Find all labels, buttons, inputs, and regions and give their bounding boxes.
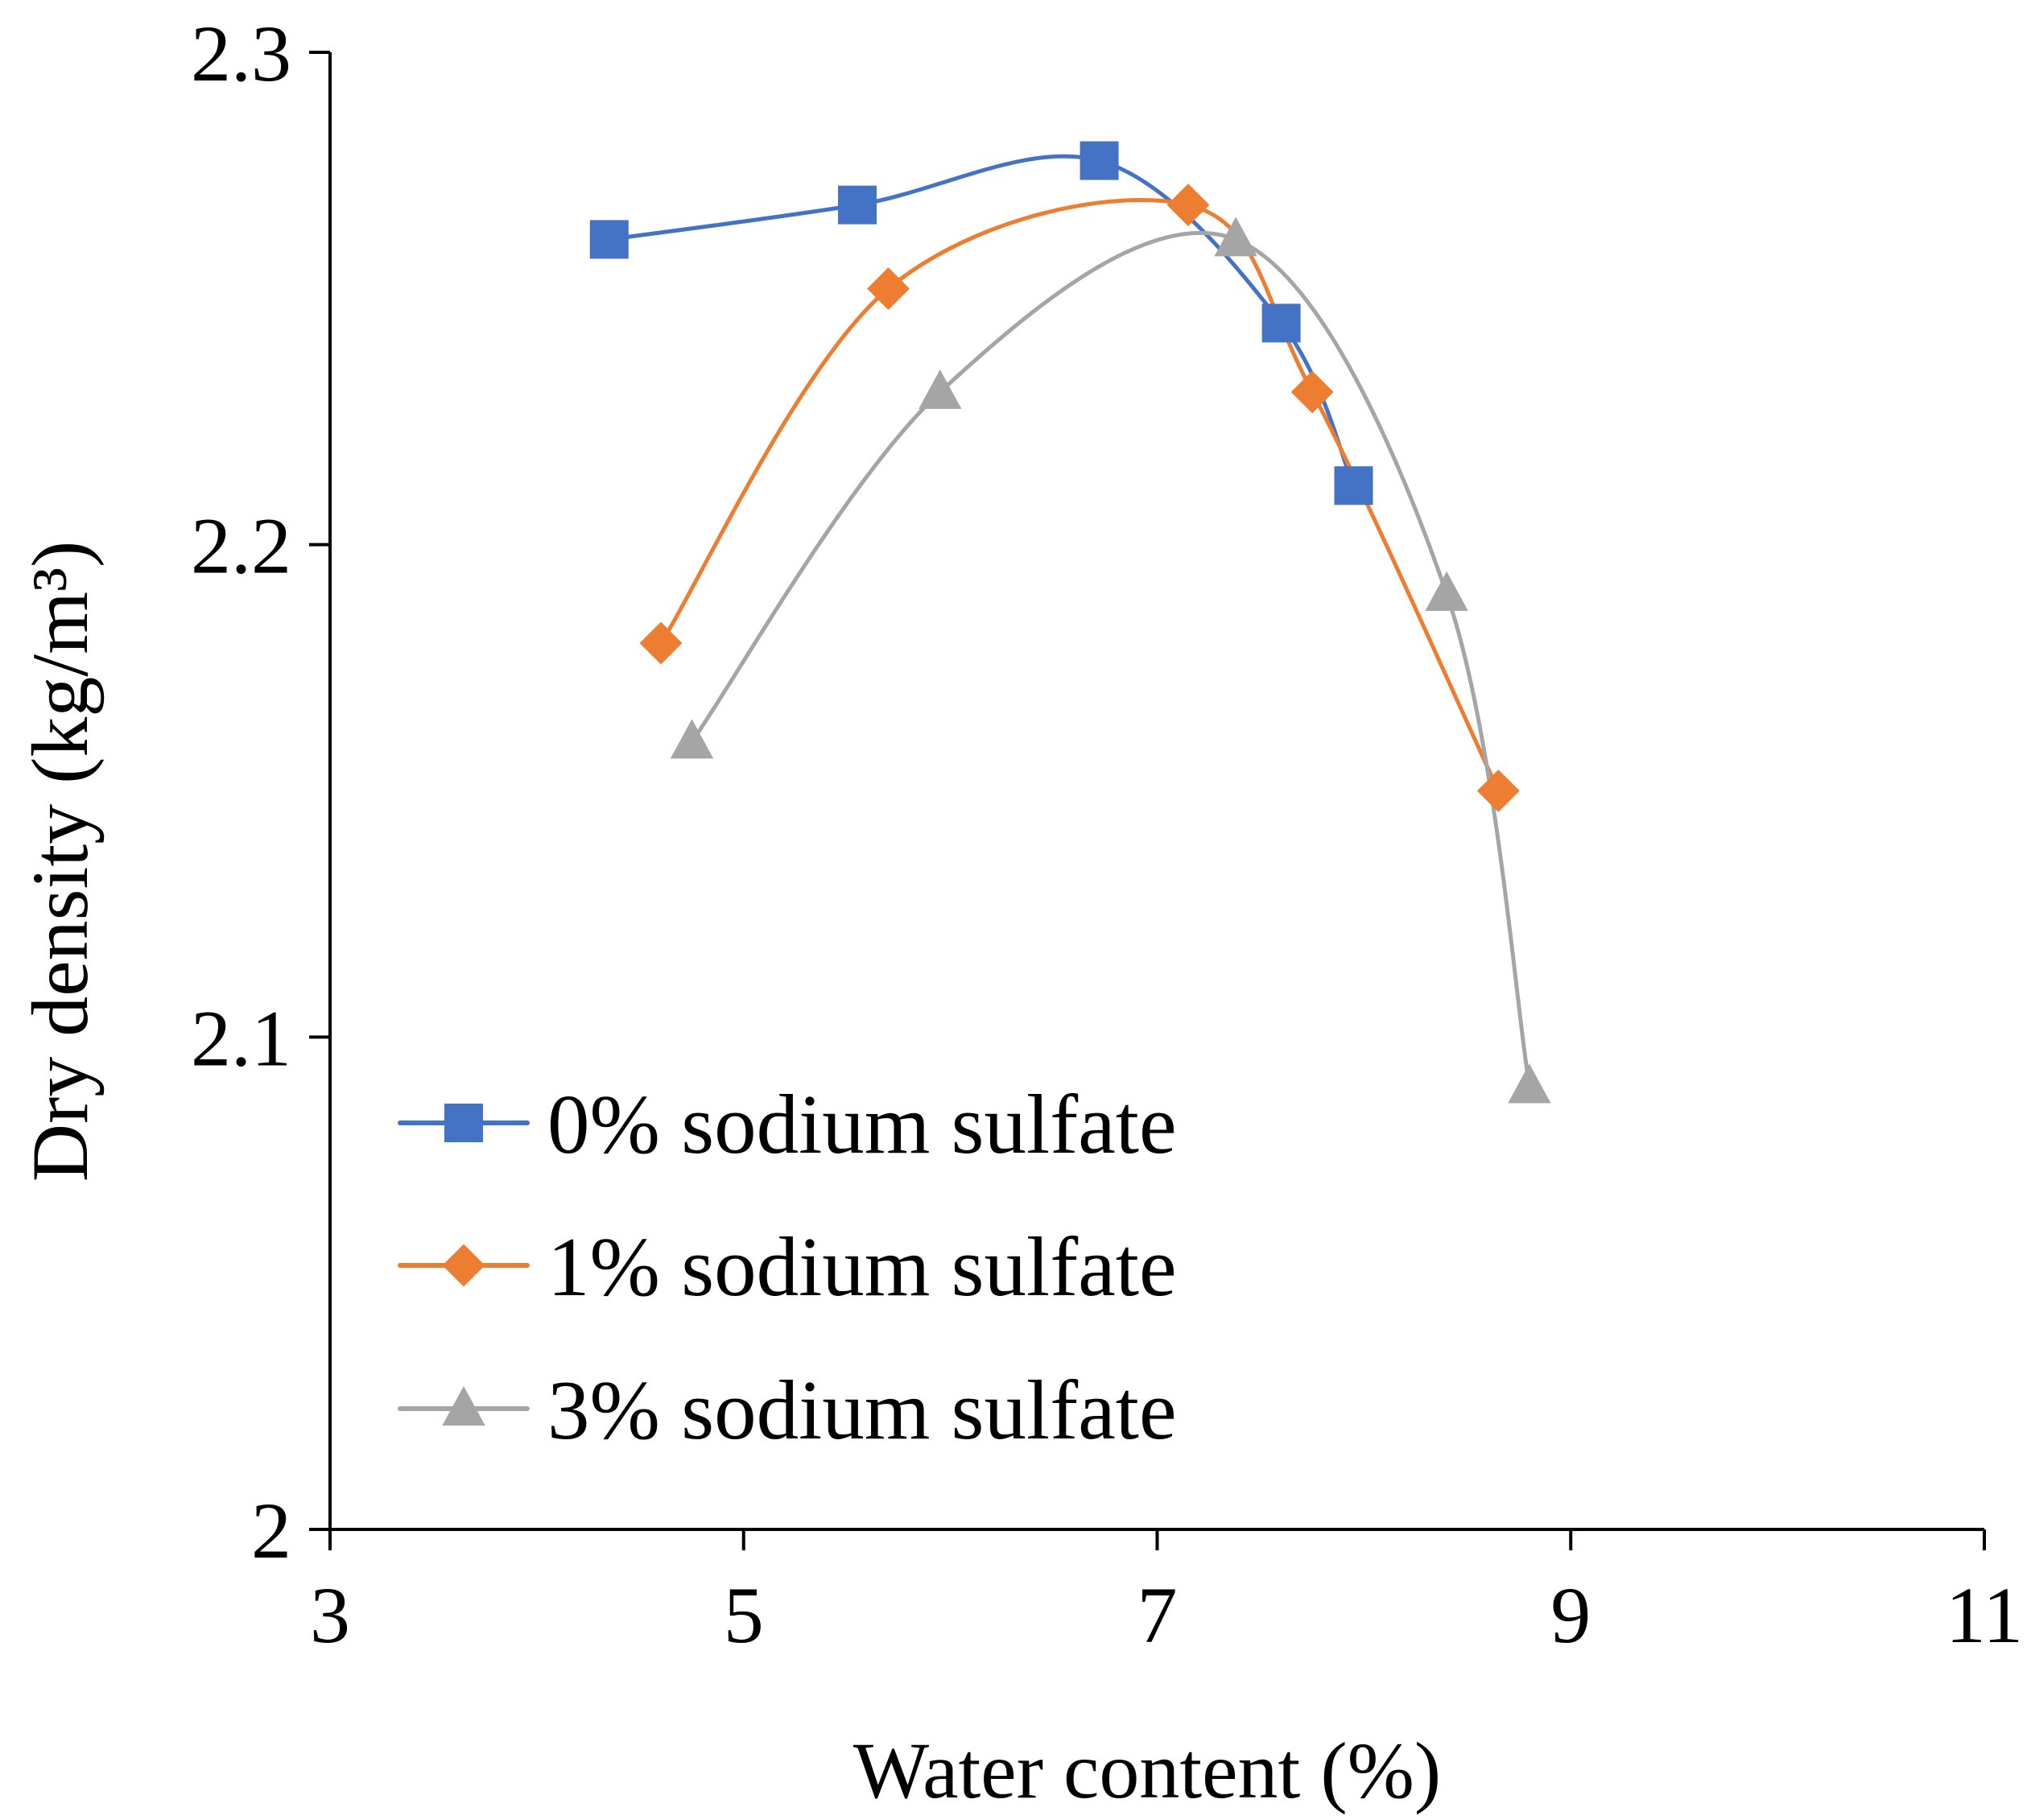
data-point <box>1214 217 1257 257</box>
y-axis-title: Dry density (kg/m³) <box>15 541 105 1182</box>
legend-marker-1 <box>442 1244 485 1287</box>
data-point <box>1290 370 1334 414</box>
x-tick-label: 7 <box>1137 1570 1178 1660</box>
data-point <box>918 369 962 410</box>
diamond-marker <box>639 621 683 665</box>
legend-label-0: 0% sodium sulfate <box>547 1077 1177 1171</box>
data-point <box>1079 141 1119 180</box>
legend-label-1: 1% sodium sulfate <box>547 1220 1177 1314</box>
series-markers <box>589 141 1551 1104</box>
legend-marker-2 <box>442 1385 485 1426</box>
triangle-marker <box>1508 1063 1551 1104</box>
y-tick-label: 2.1 <box>191 993 291 1083</box>
triangle-marker <box>1214 217 1257 257</box>
series-line-2 <box>690 230 1532 1087</box>
legend-item-0: 0% sodium sulfate <box>398 1077 1177 1171</box>
legend-item-1: 1% sodium sulfate <box>398 1220 1177 1314</box>
legend-diamond-icon <box>442 1244 485 1287</box>
data-point <box>1508 1063 1551 1104</box>
legend-item-2: 3% sodium sulfate <box>398 1363 1177 1457</box>
square-marker <box>1079 141 1119 180</box>
legend: 0% sodium sulfate 1% sodium sulfate 3% s… <box>398 1077 1177 1457</box>
square-marker <box>1334 466 1373 506</box>
diamond-marker <box>1290 370 1334 414</box>
x-tick-label: 11 <box>1946 1570 2023 1660</box>
tick-labels: 3 5 7 9 11 2 2.1 2.2 2.3 <box>191 9 2023 1660</box>
square-marker <box>838 185 877 225</box>
y-tick-label: 2 <box>251 1486 291 1575</box>
square-marker <box>1261 303 1301 343</box>
triangle-marker <box>918 369 962 410</box>
y-tick-label: 2.2 <box>191 501 291 591</box>
data-point <box>589 220 629 259</box>
data-point <box>1334 466 1373 506</box>
diamond-marker <box>1476 770 1520 812</box>
square-marker <box>589 220 629 259</box>
data-point <box>867 267 910 311</box>
data-point <box>639 621 683 665</box>
x-tick-label: 3 <box>310 1570 350 1660</box>
data-point <box>1261 303 1301 343</box>
data-point <box>1425 571 1468 611</box>
diamond-marker <box>867 267 910 311</box>
series-line-0 <box>609 154 1356 487</box>
legend-label-2: 3% sodium sulfate <box>547 1363 1177 1457</box>
axes <box>309 51 1986 1550</box>
legend-triangle-icon <box>442 1385 485 1426</box>
x-tick-label: 5 <box>724 1570 764 1660</box>
legend-square-icon <box>444 1104 483 1142</box>
diamond-marker <box>1166 184 1210 227</box>
y-tick-label: 2.3 <box>191 9 291 98</box>
data-point <box>1166 184 1210 227</box>
x-tick-label: 9 <box>1550 1570 1591 1660</box>
x-axis-title: Water content (%) <box>853 1726 1441 1815</box>
triangle-marker <box>670 719 714 759</box>
triangle-marker <box>1425 571 1468 611</box>
data-point <box>1476 770 1520 812</box>
legend-marker-0 <box>444 1104 483 1142</box>
data-point <box>670 719 714 759</box>
series-curves <box>609 154 1532 1087</box>
data-point <box>838 185 877 225</box>
